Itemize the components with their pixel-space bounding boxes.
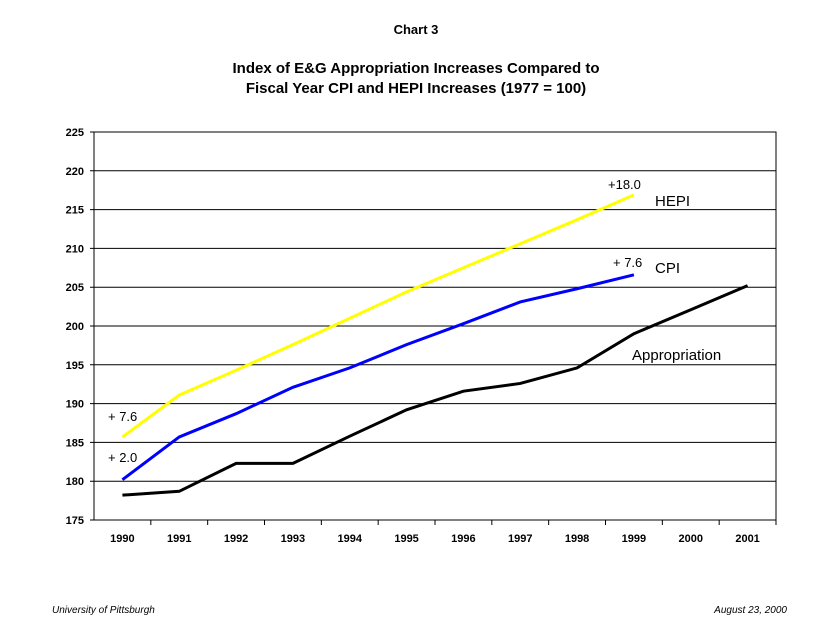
y-tick-label: 215 (66, 205, 84, 217)
y-tick-label: 225 (66, 127, 84, 139)
x-tick-label: 1990 (110, 533, 134, 545)
x-tick-label: 2000 (679, 533, 703, 545)
x-tick-label: 1992 (224, 533, 248, 545)
y-tick-label: 200 (66, 321, 84, 333)
chart-title: Index of E&G Appropriation Increases Com… (232, 60, 600, 77)
annotation-cpi-start: + 2.0 (108, 450, 137, 465)
y-tick-label: 185 (66, 437, 84, 449)
x-tick-label: 1998 (565, 533, 589, 545)
annotation-hepi-start: + 7.6 (108, 409, 137, 424)
series-label-hepi: HEPI (655, 193, 690, 210)
footer-left: University of Pittsburgh (52, 605, 155, 616)
y-tick-label: 195 (66, 360, 84, 372)
annotation-cpi-end: + 7.6 (613, 255, 642, 270)
x-tick-label: 2001 (735, 533, 759, 545)
series-line-cpi (121, 273, 635, 481)
chart-subtitle: Fiscal Year CPI and HEPI Increases (1977… (245, 80, 587, 97)
y-tick-label: 180 (66, 476, 84, 488)
chart-heading: Chart 3 (393, 22, 439, 37)
footer-right: August 23, 2000 (714, 605, 787, 616)
x-tick-label: 1994 (338, 533, 363, 545)
y-tick-label: 190 (66, 399, 84, 411)
series-label-cpi: CPI (655, 260, 680, 277)
y-tick-label: 220 (66, 166, 84, 178)
y-tick-label: 205 (66, 282, 84, 294)
x-tick-label: 1991 (167, 533, 191, 545)
series-label-appropriation: Appropriation (632, 347, 721, 364)
series-line-hepi (121, 193, 635, 439)
y-tick-label: 175 (66, 515, 84, 527)
x-tick-label: 1997 (508, 533, 532, 545)
x-tick-label: 1999 (622, 533, 646, 545)
x-tick-label: 1995 (394, 533, 418, 545)
annotation-hepi-end: +18.0 (608, 177, 641, 192)
x-tick-label: 1993 (281, 533, 305, 545)
y-tick-label: 210 (66, 243, 84, 255)
series-line-appropriation (122, 284, 749, 497)
x-tick-label: 1996 (451, 533, 475, 545)
